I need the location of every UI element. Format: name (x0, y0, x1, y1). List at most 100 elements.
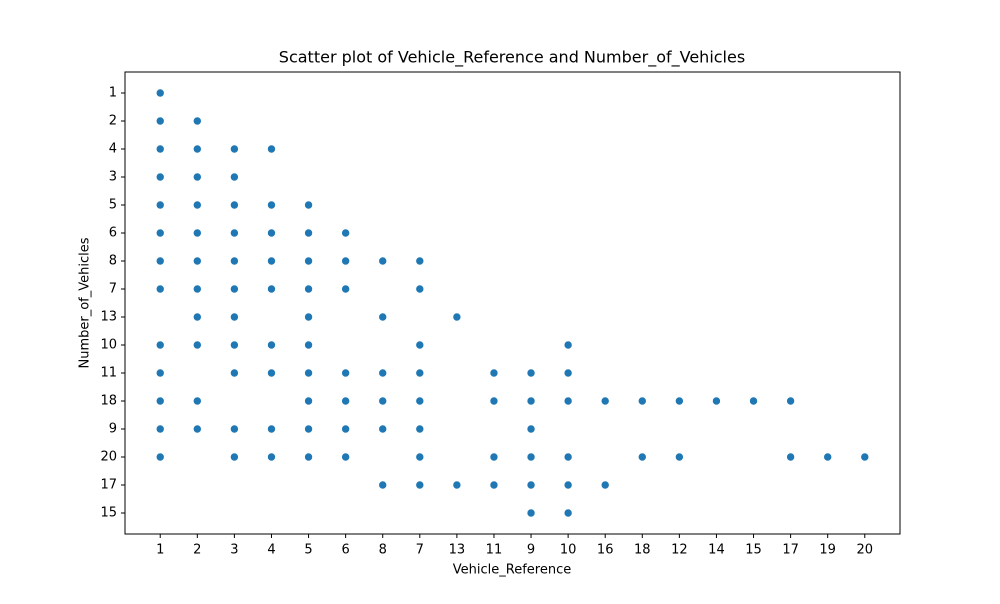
point (341, 452, 350, 462)
point (415, 424, 425, 434)
point (749, 396, 758, 406)
x-tick-label: 10 (560, 543, 577, 558)
point (304, 340, 313, 350)
x-tick-label: 2 (193, 543, 201, 558)
point (489, 452, 499, 462)
point (526, 424, 536, 434)
point (341, 368, 350, 378)
point (155, 368, 165, 378)
point (230, 284, 239, 294)
point (860, 452, 870, 462)
y-tick-label: 20 (100, 450, 117, 465)
point (304, 452, 313, 462)
x-tick-label: 13 (449, 543, 466, 558)
point (155, 340, 165, 350)
point (489, 368, 499, 378)
point (304, 424, 313, 434)
x-tick-label: 14 (708, 543, 725, 558)
point (230, 228, 239, 238)
x-tick-label: 19 (819, 543, 836, 558)
point (415, 396, 425, 406)
y-tick-label: 3 (109, 170, 117, 185)
point (155, 88, 165, 98)
point (230, 424, 239, 434)
point (267, 340, 276, 350)
point (267, 284, 276, 294)
point (155, 256, 165, 266)
y-tick-label: 2 (109, 114, 117, 129)
point (489, 396, 499, 406)
point (526, 480, 536, 490)
point (193, 396, 202, 406)
point (526, 452, 536, 462)
point (415, 368, 425, 378)
point (155, 172, 165, 182)
x-tick-label: 1 (156, 543, 164, 558)
x-tick-label: 18 (634, 543, 651, 558)
point (304, 284, 313, 294)
point (230, 172, 239, 182)
plot-frame (124, 71, 901, 535)
point (267, 452, 276, 462)
point (786, 396, 795, 406)
point (341, 228, 350, 238)
point (267, 368, 276, 378)
x-tick-label: 9 (527, 543, 535, 558)
point (193, 312, 202, 322)
point (415, 452, 425, 462)
x-axis-label: Vehicle_Reference (453, 563, 571, 578)
point (267, 424, 276, 434)
x-tick-label: 6 (341, 543, 349, 558)
point (193, 144, 202, 154)
x-tick-label: 11 (486, 543, 503, 558)
point (304, 396, 313, 406)
x-tick-label: 8 (379, 543, 387, 558)
point (600, 480, 610, 490)
x-tick-label: 15 (745, 543, 762, 558)
point (526, 368, 536, 378)
point (563, 368, 573, 378)
point (378, 256, 388, 266)
point (304, 228, 313, 238)
point (415, 256, 425, 266)
point (600, 396, 610, 406)
point (155, 228, 165, 238)
point (378, 312, 388, 322)
y-axis-label: Number_of_Vehicles (78, 237, 93, 368)
x-tick-label: 4 (267, 543, 275, 558)
point (230, 368, 239, 378)
x-tick-label: 3 (230, 543, 238, 558)
point (452, 312, 462, 322)
y-tick-label: 13 (100, 310, 117, 325)
point (341, 396, 350, 406)
point (378, 480, 388, 490)
point (230, 340, 239, 350)
y-tick-label: 18 (100, 394, 117, 409)
point (155, 424, 165, 434)
x-tick-label: 20 (856, 543, 873, 558)
point (304, 368, 313, 378)
point (563, 480, 573, 490)
point (304, 256, 313, 266)
y-tick-label: 1 (109, 86, 117, 101)
point (341, 424, 350, 434)
point (304, 312, 313, 322)
point (563, 452, 573, 462)
point (230, 312, 239, 322)
point (230, 452, 239, 462)
point (415, 284, 425, 294)
point (267, 256, 276, 266)
point (155, 396, 165, 406)
point (341, 284, 350, 294)
point (193, 172, 202, 182)
y-tick-label: 15 (100, 506, 117, 521)
point (823, 452, 832, 462)
point (415, 480, 425, 490)
x-tick-label: 16 (597, 543, 614, 558)
x-tick-label: 12 (671, 543, 688, 558)
y-tick-label: 6 (109, 226, 117, 241)
point (378, 424, 388, 434)
point (526, 396, 536, 406)
point (267, 228, 276, 238)
